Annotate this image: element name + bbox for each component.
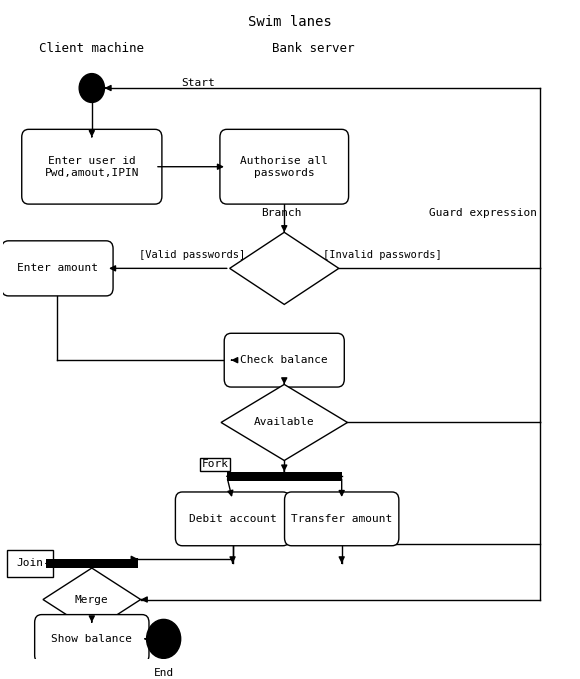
Text: End: End [154,668,174,678]
Text: Fork: Fork [202,460,229,469]
FancyBboxPatch shape [21,129,162,204]
FancyBboxPatch shape [2,241,113,296]
Text: Merge: Merge [75,595,108,604]
Bar [7,550,53,577]
Text: Start: Start [181,78,215,88]
Polygon shape [43,568,140,631]
Bar [46,559,138,568]
FancyBboxPatch shape [285,492,399,546]
Circle shape [152,625,176,653]
Text: [Invalid passwords]: [Invalid passwords] [322,251,441,261]
Text: Bank server: Bank server [271,42,354,55]
Text: Transfer amount: Transfer amount [291,514,392,524]
Polygon shape [230,232,339,304]
Text: Enter amount: Enter amount [17,263,98,274]
Circle shape [79,73,104,103]
Circle shape [147,619,181,659]
Text: Branch: Branch [261,208,302,218]
Text: [Valid passwords]: [Valid passwords] [139,251,245,261]
Text: Check balance: Check balance [240,355,328,365]
Text: Available: Available [254,418,314,428]
Text: Swim lanes: Swim lanes [248,16,332,29]
Text: Join: Join [16,558,44,568]
FancyBboxPatch shape [175,492,290,546]
Text: Enter user id
Pwd,amout,IPIN: Enter user id Pwd,amout,IPIN [45,156,139,177]
Text: Client machine: Client machine [39,42,144,55]
Text: Debit account: Debit account [188,514,277,524]
FancyBboxPatch shape [35,614,149,663]
FancyBboxPatch shape [224,333,345,387]
Text: Guard expression: Guard expression [429,208,537,218]
Text: Show balance: Show balance [51,634,132,644]
Polygon shape [221,384,347,460]
Bar [227,472,342,481]
Text: Authorise all
passwords: Authorise all passwords [240,156,328,177]
FancyBboxPatch shape [220,129,349,204]
